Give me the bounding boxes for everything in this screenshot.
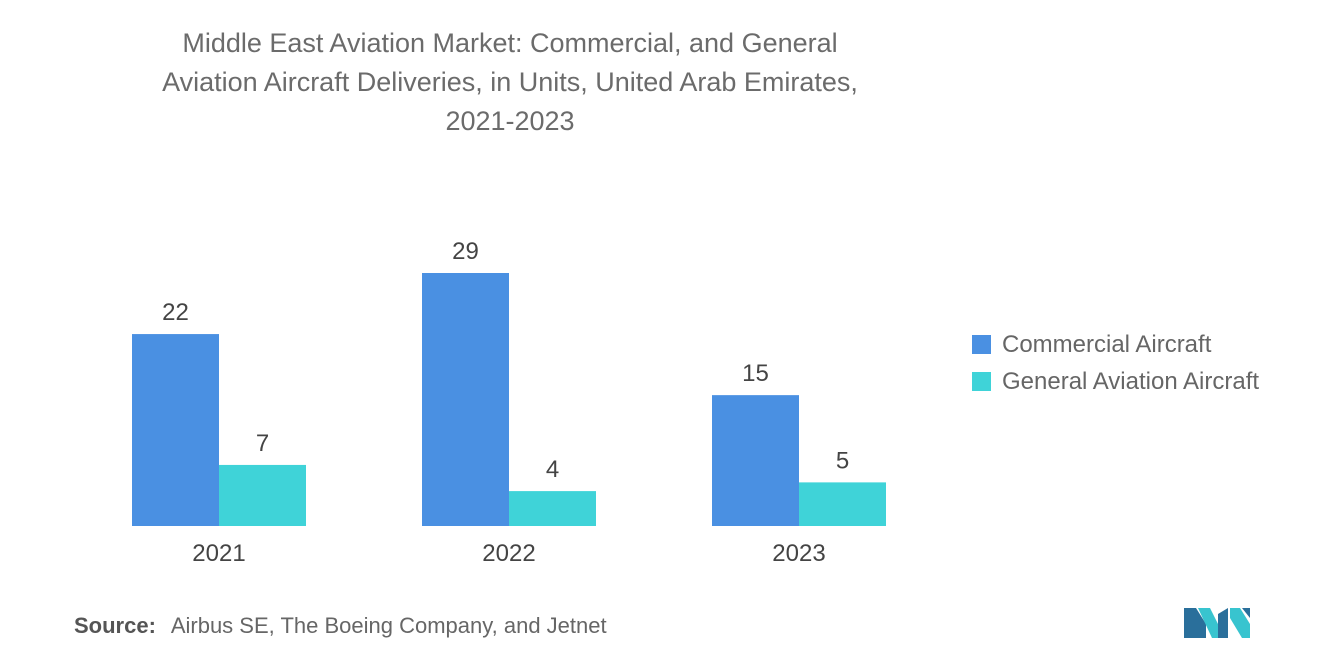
data-label-2022-general-aviation: 4 (546, 456, 559, 483)
chart-title: Middle East Aviation Market: Commercial,… (162, 28, 858, 136)
bar-2022-commercial (422, 273, 509, 526)
bar-2021-commercial (132, 334, 219, 526)
source-note: Source: Airbus SE, The Boeing Company, a… (74, 613, 607, 639)
bar-2021-general-aviation (219, 464, 306, 526)
legend-label-commercial: Commercial Aircraft (1002, 330, 1212, 358)
bar-2023-commercial (712, 395, 799, 526)
bar-2023-general-aviation (799, 482, 886, 526)
chart-legend: Commercial Aircraft General Aviation Air… (972, 326, 1259, 400)
source-label: Source: (74, 613, 156, 638)
data-label-2023-commercial: 15 (742, 360, 769, 387)
x-tick-label-2023: 2023 (772, 540, 825, 567)
source-text: Airbus SE, The Boeing Company, and Jetne… (170, 613, 607, 638)
legend-item-general-aviation: General Aviation Aircraft (972, 363, 1259, 400)
legend-item-commercial: Commercial Aircraft (972, 326, 1259, 363)
bar-2022-general-aviation (509, 491, 596, 526)
x-tick-label-2022: 2022 (482, 540, 535, 567)
data-label-2021-general-aviation: 7 (256, 430, 269, 457)
legend-label-general-aviation: General Aviation Aircraft (1002, 367, 1260, 395)
x-tick-label-2021: 2021 (192, 540, 245, 567)
data-label-2021-commercial: 22 (162, 299, 189, 326)
data-label-2023-general-aviation: 5 (836, 447, 849, 474)
legend-swatch-commercial (972, 335, 991, 354)
data-label-2022-commercial: 29 (452, 238, 479, 265)
mordor-logo-icon (1184, 608, 1250, 638)
legend-swatch-general-aviation (972, 372, 991, 391)
